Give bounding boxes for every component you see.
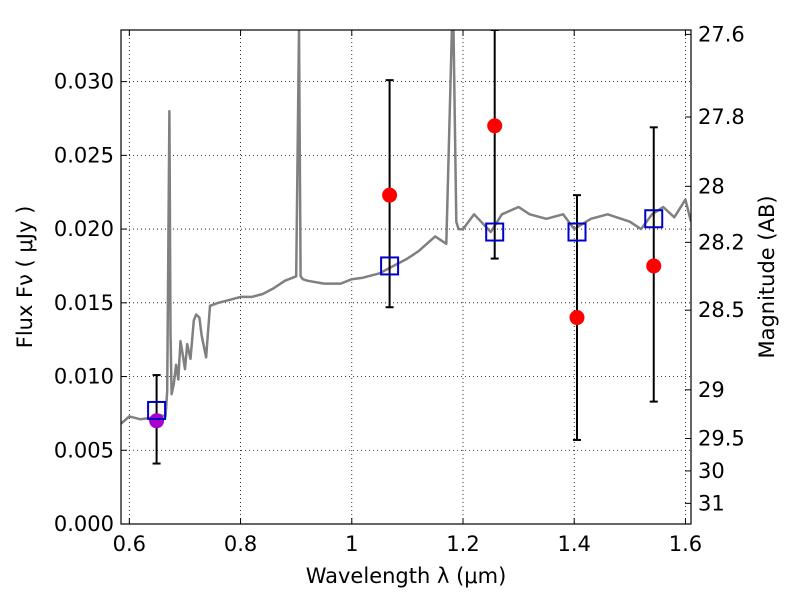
right-tick-label: 28 (698, 174, 725, 198)
x-tick-label: 1 (345, 532, 358, 556)
observed-point (382, 187, 398, 203)
model-flux-box (567, 222, 587, 242)
plot-frame (120, 29, 692, 525)
y-tick-label: 0.030 (54, 70, 114, 94)
x-tick-label: 0.6 (113, 532, 146, 556)
model-flux-box (644, 209, 664, 229)
x-tick-label: 1.4 (558, 532, 591, 556)
y-axis-right: 27.6 27.8 28 28.2 28.5 29 29.5 30 31 (685, 22, 745, 515)
model-flux-box (485, 222, 505, 242)
y-tick-label: 0.005 (54, 438, 114, 462)
y-tick-label: 0.000 (54, 512, 114, 536)
observed-point (487, 118, 503, 134)
right-tick-label: 27.6 (698, 22, 745, 46)
model-spectrum-line (121, 30, 691, 425)
y-tick-label: 0.015 (54, 291, 114, 315)
grid-layer (121, 30, 691, 525)
observed-point (646, 258, 662, 274)
y-axis-label: Flux Fν ( μJy ) (13, 206, 37, 349)
x-tick-label: 0.8 (224, 532, 257, 556)
x-tick-label: 1.2 (446, 532, 479, 556)
y-tick-label: 0.020 (54, 217, 114, 241)
observed-point (569, 310, 585, 326)
right-tick-label: 31 (698, 491, 725, 515)
y-axis-left: 0.000 0.005 0.010 0.015 0.020 0.025 0.030 (54, 70, 127, 536)
model-flux-box (380, 256, 400, 276)
x-axis: 0.6 0.8 1 1.2 1.4 1.6 (113, 30, 702, 556)
right-tick-label: 27.8 (698, 105, 745, 129)
x-tick-label: 1.6 (669, 532, 702, 556)
y-tick-label: 0.010 (54, 365, 114, 389)
y-axis-right-label: Magnitude (AB) (755, 195, 779, 358)
y-tick-label: 0.025 (54, 143, 114, 167)
observed-point (149, 413, 165, 429)
right-tick-label: 30 (698, 459, 725, 483)
x-axis-label: Wavelength λ (μm) (306, 564, 507, 588)
model-flux-box (147, 400, 167, 420)
right-tick-label: 28.5 (698, 298, 745, 322)
right-tick-label: 29.5 (698, 426, 745, 450)
right-tick-label: 29 (698, 378, 725, 402)
plot-area (121, 30, 691, 465)
right-tick-label: 28.2 (698, 230, 745, 254)
